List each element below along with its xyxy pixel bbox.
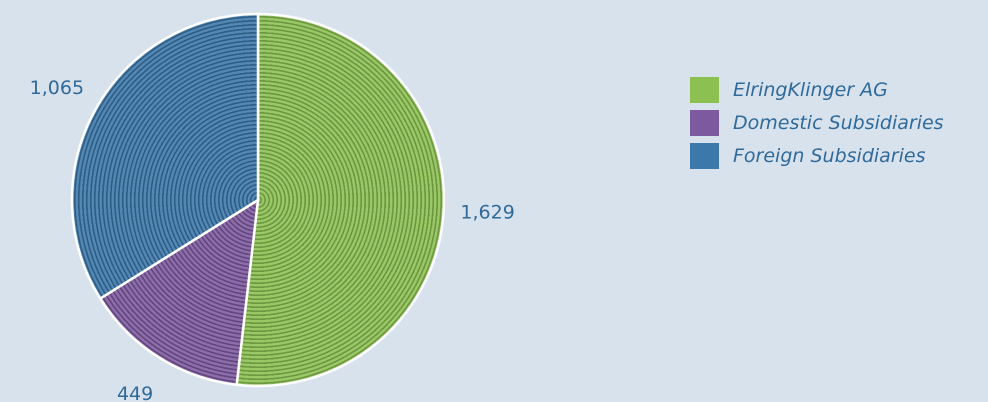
- data-label-elringklinger-ag: 1,629: [460, 202, 514, 224]
- data-label-domestic-subsidiaries: 449: [117, 383, 153, 402]
- pie-slice-foreign-subsidiaries: [70, 12, 260, 300]
- legend-item-domestic-subsidiaries: Domestic Subsidiaries: [690, 106, 944, 139]
- pie-slice-domestic-subsidiaries: [98, 198, 260, 387]
- legend-label-foreign-subsidiaries: Foreign Subsidiaries: [733, 144, 926, 167]
- legend-label-domestic-subsidiaries: Domestic Subsidiaries: [733, 111, 944, 134]
- legend-swatch-elringklinger-ag: [690, 76, 719, 103]
- legend-label-elringklinger-ag: ElringKlinger AG: [733, 78, 888, 101]
- pie-slice-elringklinger-ag: [235, 12, 446, 388]
- legend-item-elringklinger-ag: ElringKlinger AG: [690, 73, 944, 106]
- legend-swatch-domestic-subsidiaries: [690, 109, 719, 136]
- data-label-foreign-subsidiaries: 1,065: [30, 77, 84, 99]
- legend-swatch-foreign-subsidiaries: [690, 142, 719, 169]
- data-labels-layer: 1,629 449 1,065: [30, 77, 515, 402]
- slices-layer: [70, 12, 446, 388]
- legend: ElringKlinger AG Domestic Subsidiaries F…: [690, 73, 944, 172]
- legend-item-foreign-subsidiaries: Foreign Subsidiaries: [690, 139, 944, 172]
